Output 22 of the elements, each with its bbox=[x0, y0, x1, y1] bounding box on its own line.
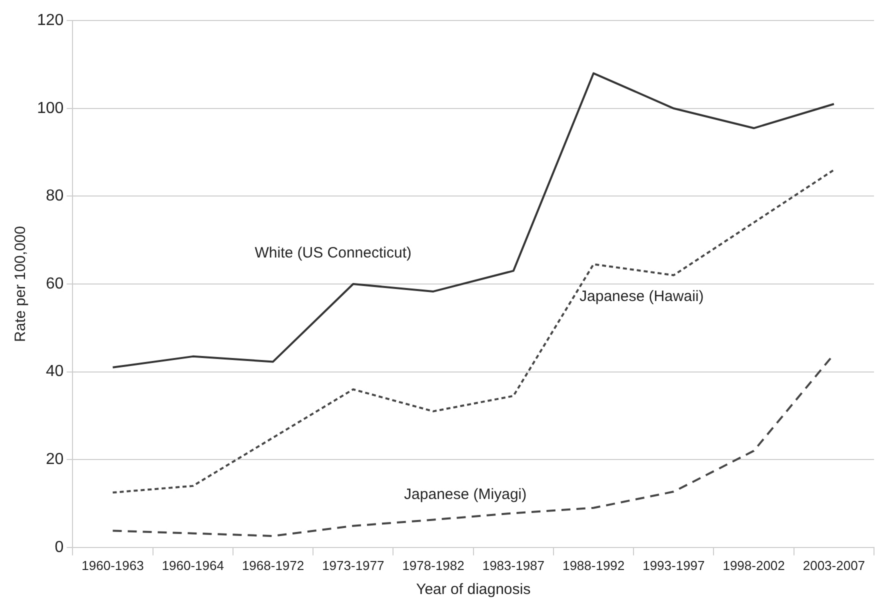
y-tick-label: 120 bbox=[36, 12, 64, 30]
x-tick-label: 1968-1972 bbox=[242, 558, 304, 573]
x-axis-title: Year of diagnosis bbox=[416, 581, 531, 598]
x-tick-label: 1978-1982 bbox=[402, 558, 464, 573]
y-axis-title: Rate per 100,000 bbox=[12, 226, 30, 342]
x-tick-label: 1960-1964 bbox=[162, 558, 224, 573]
x-tick-label: 1973-1977 bbox=[322, 558, 384, 573]
series-label: Japanese (Miyagi) bbox=[404, 486, 527, 504]
y-tick-label: 80 bbox=[46, 188, 64, 205]
x-tick-label: 1988-1992 bbox=[562, 558, 625, 573]
y-tick-label: 60 bbox=[46, 275, 64, 292]
x-tick-label: 2003-2007 bbox=[802, 558, 866, 573]
x-tick-label: 1998-2002 bbox=[722, 558, 785, 573]
y-tick-label: 40 bbox=[46, 363, 64, 380]
x-tick-label: 1960-1963 bbox=[82, 558, 144, 573]
series-label: White (US Connecticut) bbox=[254, 244, 412, 262]
x-tick-label: 1983-1987 bbox=[482, 558, 544, 573]
y-tick-label: 100 bbox=[36, 100, 64, 117]
y-tick-label: 20 bbox=[46, 451, 64, 468]
x-tick-label: 1993-1997 bbox=[642, 558, 705, 573]
series-label: Japanese (Hawaii) bbox=[580, 288, 704, 305]
y-tick-label: 0 bbox=[54, 538, 64, 556]
